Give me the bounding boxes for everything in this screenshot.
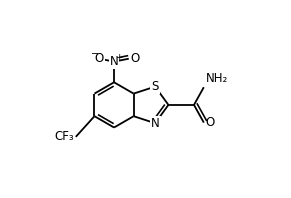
Text: O: O [95, 52, 104, 65]
Text: −: − [91, 49, 100, 59]
Text: S: S [151, 80, 159, 93]
Text: +: + [115, 53, 122, 62]
Text: O: O [206, 116, 215, 129]
Text: CF₃: CF₃ [54, 130, 74, 143]
Text: N: N [110, 55, 118, 68]
Text: O: O [131, 52, 140, 65]
Text: NH₂: NH₂ [206, 72, 228, 85]
Text: N: N [151, 117, 159, 130]
